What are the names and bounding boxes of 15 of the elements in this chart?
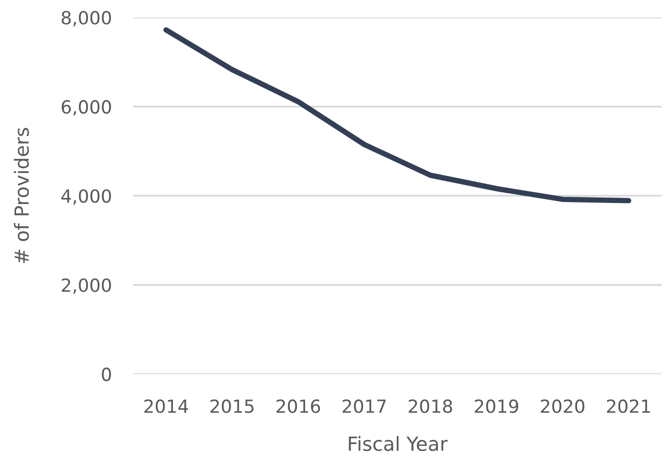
y-tick-label: 6,000 bbox=[62, 100, 111, 116]
x-tick-label: 2016 bbox=[276, 399, 320, 414]
x-tick-label: 2021 bbox=[606, 399, 650, 414]
y-tick-label: 4,000 bbox=[61, 189, 111, 205]
y-tick-label: 0 bbox=[102, 368, 111, 382]
x-tick-label: 2015 bbox=[210, 399, 254, 414]
x-tick-label: 2018 bbox=[408, 399, 452, 414]
y-tick-label: 2,000 bbox=[62, 278, 111, 294]
y-axis-title: # of Providers bbox=[14, 128, 29, 264]
x-axis-title: Fiscal Year bbox=[348, 436, 448, 452]
x-tick-label: 2017 bbox=[342, 399, 386, 414]
x-tick-label: 2020 bbox=[540, 399, 584, 414]
y-tick-label: 8,000 bbox=[62, 10, 111, 26]
x-tick-label: 2019 bbox=[474, 399, 518, 414]
x-tick-label: 2014 bbox=[144, 399, 188, 414]
